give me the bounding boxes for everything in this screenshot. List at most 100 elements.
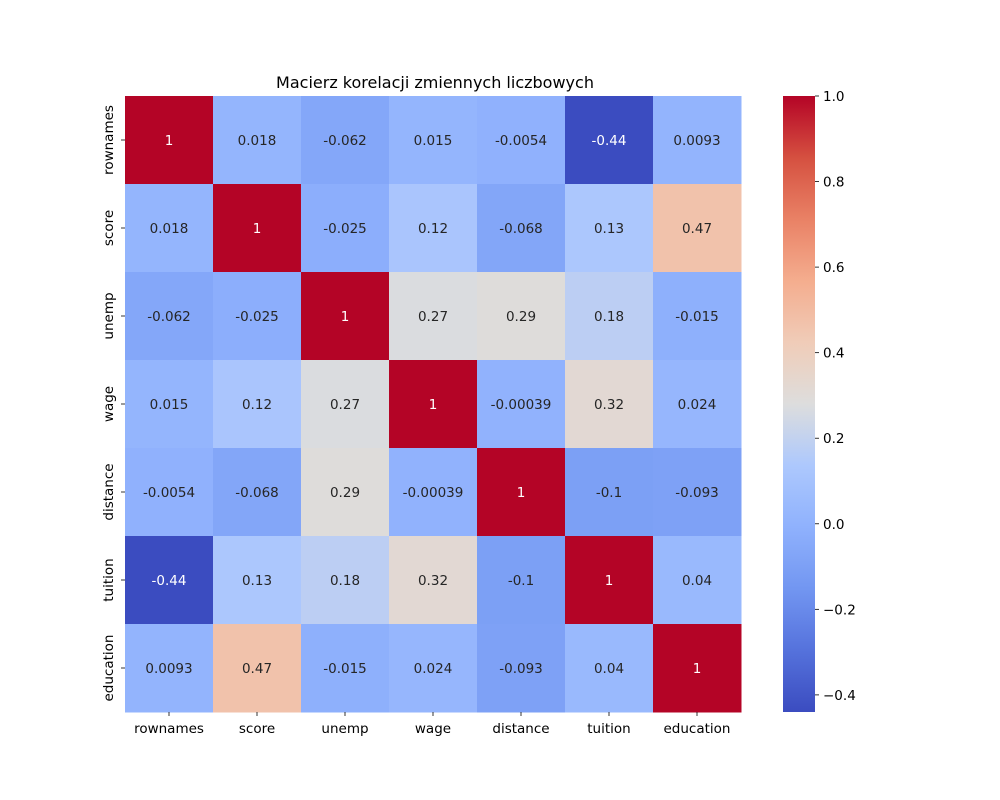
- cell-label-tuition-distance: -0.1: [508, 573, 534, 589]
- cell-label-tuition-tuition: 1: [605, 573, 614, 589]
- heatmap-cell-unemp-score: [213, 272, 302, 361]
- colorbar-tick-label: 0.6: [823, 260, 844, 276]
- cell-label-rownames-rownames: 1: [165, 133, 174, 149]
- cell-label-distance-score: -0.068: [235, 485, 279, 501]
- heatmap-cell-tuition-rownames: [125, 536, 214, 625]
- heatmap-cell-distance-education: [653, 448, 742, 537]
- cell-label-rownames-education: 0.0093: [673, 133, 720, 149]
- cell-label-distance-unemp: 0.29: [330, 485, 360, 501]
- cell-label-distance-rownames: -0.0054: [143, 485, 195, 501]
- heatmap-cell-wage-education: [653, 360, 742, 449]
- heatmap-cell-education-wage: [389, 624, 478, 713]
- y-tick-label-wage: wage: [101, 386, 117, 422]
- colorbar-tick-label: 0.4: [823, 346, 844, 362]
- cell-label-education-education: 1: [693, 661, 702, 677]
- cell-label-unemp-distance: 0.29: [506, 309, 536, 325]
- cell-label-unemp-wage: 0.27: [418, 309, 448, 325]
- heatmap-cell-rownames-unemp: [301, 96, 390, 185]
- colorbar-tick-label: 1.0: [823, 89, 844, 105]
- cell-label-wage-distance: -0.00039: [491, 397, 552, 413]
- cell-label-rownames-score: 0.018: [238, 133, 277, 149]
- heatmap-cell-unemp-rownames: [125, 272, 214, 361]
- y-tick-label-rownames: rownames: [101, 105, 117, 175]
- heatmap-cell-wage-score: [213, 360, 302, 449]
- heatmap-cell-wage-distance: [477, 360, 566, 449]
- y-axis: rownames score unemp wage distance tuition edu…: [101, 105, 125, 702]
- colorbar-tick-label: −0.4: [823, 688, 856, 704]
- cell-label-wage-wage: 1: [429, 397, 438, 413]
- y-tick-label-tuition: tuition: [101, 558, 117, 601]
- heatmap-cell-tuition-score: [213, 536, 302, 625]
- heatmap-cell-wage-wage: [389, 360, 478, 449]
- heatmap-cell-rownames-score: [213, 96, 302, 185]
- cell-label-score-score: 1: [253, 221, 262, 237]
- heatmap-cell-distance-distance: [477, 448, 566, 537]
- cell-label-tuition-wage: 0.32: [418, 573, 448, 589]
- heatmap-cell-rownames-distance: [477, 96, 566, 185]
- x-axis: rownames score unemp wage distance tuition edu…: [134, 712, 731, 737]
- heatmap-cell-unemp-education: [653, 272, 742, 361]
- heatmap-cell-distance-wage: [389, 448, 478, 537]
- cell-label-score-wage: 0.12: [418, 221, 448, 237]
- heatmap-cell-unemp-unemp: [301, 272, 390, 361]
- cell-label-tuition-score: 0.13: [242, 573, 272, 589]
- cell-label-wage-unemp: 0.27: [330, 397, 360, 413]
- cell-label-education-tuition: 0.04: [594, 661, 624, 677]
- heatmap-cell-wage-unemp: [301, 360, 390, 449]
- heatmap-cell-education-education: [653, 624, 742, 713]
- cell-label-rownames-wage: 0.015: [414, 133, 453, 149]
- heatmap-cell-distance-unemp: [301, 448, 390, 537]
- heatmap-cell-education-unemp: [301, 624, 390, 713]
- heatmap-cell-score-unemp: [301, 184, 390, 273]
- heatmap-cell-distance-rownames: [125, 448, 214, 537]
- cell-label-unemp-rownames: -0.062: [147, 309, 191, 325]
- cell-label-score-tuition: 0.13: [594, 221, 624, 237]
- cell-label-unemp-education: -0.015: [675, 309, 719, 325]
- heatmap-cell-distance-score: [213, 448, 302, 537]
- cell-label-score-education: 0.47: [682, 221, 712, 237]
- heatmap-cell-rownames-tuition: [565, 96, 654, 185]
- cell-label-rownames-distance: -0.0054: [495, 133, 547, 149]
- heatmap-cell-tuition-education: [653, 536, 742, 625]
- cell-label-unemp-tuition: 0.18: [594, 309, 624, 325]
- heatmap-cell-score-wage: [389, 184, 478, 273]
- heatmap-cell-education-distance: [477, 624, 566, 713]
- heatmap-cell-unemp-wage: [389, 272, 478, 361]
- x-tick-label-distance: distance: [492, 721, 549, 737]
- heatmap-cell-distance-tuition: [565, 448, 654, 537]
- heatmap-cell-rownames-education: [653, 96, 742, 185]
- y-tick-label-education: education: [101, 635, 117, 702]
- cell-label-education-score: 0.47: [242, 661, 272, 677]
- chart-title: Macierz korelacji zmiennych liczbowych: [276, 73, 594, 92]
- cell-label-tuition-unemp: 0.18: [330, 573, 360, 589]
- heatmap-cell-score-education: [653, 184, 742, 273]
- heatmap-cell-score-distance: [477, 184, 566, 273]
- heatmap-cell-education-tuition: [565, 624, 654, 713]
- heatmap-cell-tuition-wage: [389, 536, 478, 625]
- cell-label-distance-education: -0.093: [675, 485, 719, 501]
- x-tick-label-tuition: tuition: [587, 721, 630, 737]
- heatmap-cell-score-rownames: [125, 184, 214, 273]
- cell-label-education-wage: 0.024: [414, 661, 453, 677]
- cell-label-distance-distance: 1: [517, 485, 526, 501]
- heatmap-cell-unemp-distance: [477, 272, 566, 361]
- cell-label-distance-tuition: -0.1: [596, 485, 622, 501]
- cell-label-unemp-unemp: 1: [341, 309, 350, 325]
- colorbar-tick-label: 0.0: [823, 517, 844, 533]
- cell-label-score-rownames: 0.018: [150, 221, 189, 237]
- colorbar: 1.0 0.8 0.6 0.4 0.2 0.0 −0.2 −0.4: [783, 89, 856, 712]
- cell-label-education-rownames: 0.0093: [145, 661, 192, 677]
- cell-label-education-distance: -0.093: [499, 661, 543, 677]
- cell-label-wage-tuition: 0.32: [594, 397, 624, 413]
- cell-label-education-unemp: -0.015: [323, 661, 367, 677]
- heatmap-cell-rownames-rownames: [125, 96, 214, 185]
- cell-label-tuition-education: 0.04: [682, 573, 712, 589]
- colorbar-gradient: [783, 96, 815, 712]
- y-tick-label-score: score: [101, 210, 117, 246]
- cell-label-distance-wage: -0.00039: [403, 485, 464, 501]
- x-tick-label-wage: wage: [415, 721, 451, 737]
- heatmap-cell-tuition-distance: [477, 536, 566, 625]
- cell-label-tuition-rownames: -0.44: [152, 573, 187, 589]
- heatmap-cell-rownames-wage: [389, 96, 478, 185]
